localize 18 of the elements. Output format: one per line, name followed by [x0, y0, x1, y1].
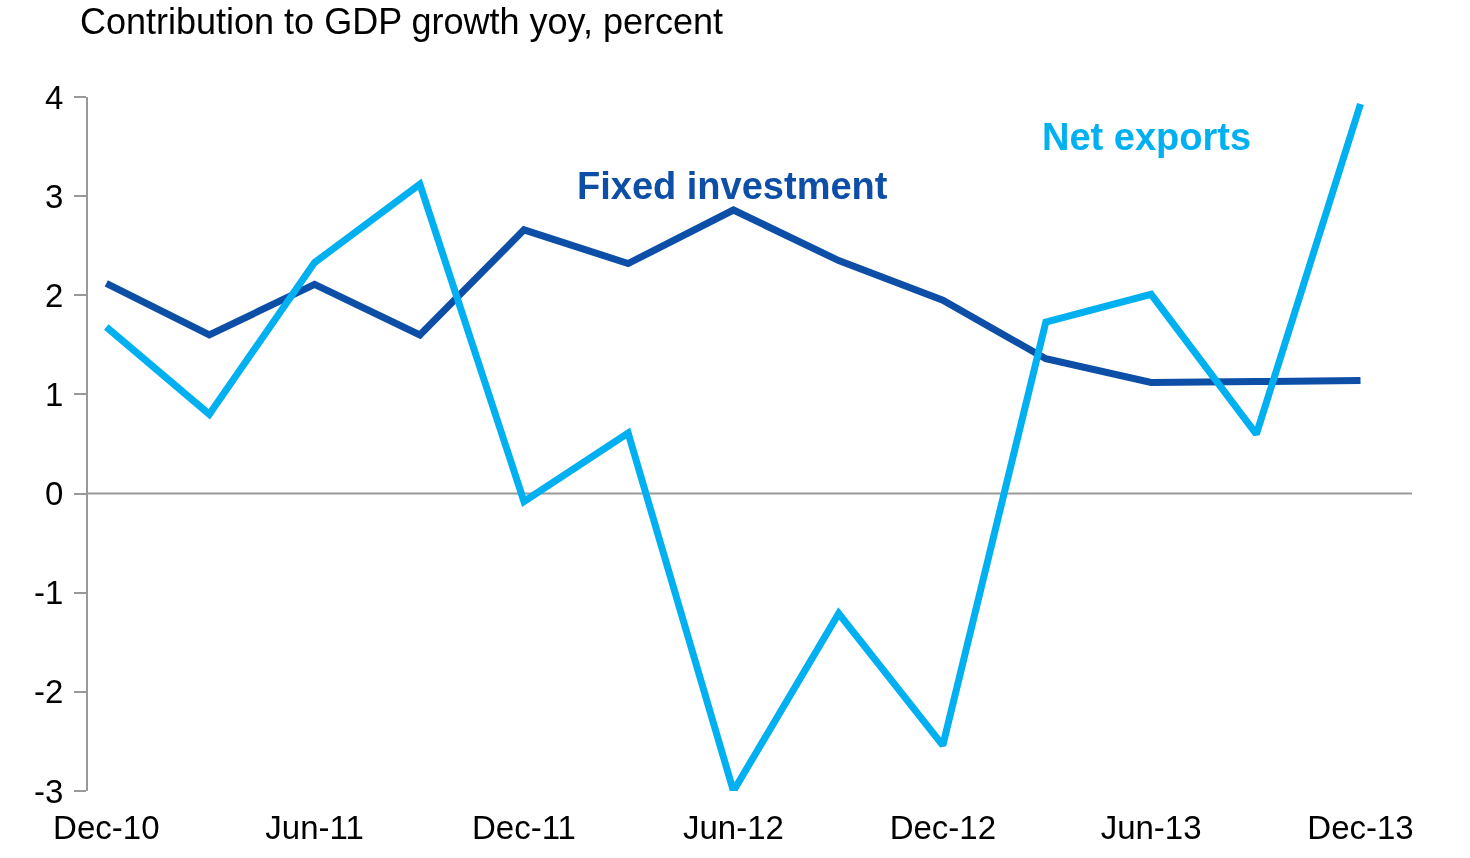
- x-tick-label: Jun-11: [265, 809, 364, 846]
- x-tick-label: Jun-12: [682, 809, 784, 846]
- x-tick-label: Dec-12: [889, 809, 997, 846]
- x-tick-label: Dec-13: [1307, 809, 1414, 846]
- text: Net exports: [1042, 116, 1252, 158]
- y-tick-label: 3: [45, 177, 64, 215]
- y-tick-label: -2: [34, 673, 64, 711]
- series-label: Fixed investment: [577, 165, 888, 207]
- y-tick-label: 2: [45, 276, 64, 314]
- y-tick-label: 1: [45, 375, 64, 413]
- y-tick-label: 0: [45, 475, 64, 513]
- y-tick-label: -3: [34, 772, 64, 810]
- x-tick-label: Dec-11: [472, 809, 576, 846]
- y-tick-label: -1: [34, 574, 64, 612]
- chart-title: Contribution to GDP growth yoy, percent: [80, 0, 723, 42]
- x-tick-label: Jun-13: [1100, 809, 1202, 846]
- y-tick-label: 4: [45, 78, 64, 116]
- x-tick-label: Dec-10: [53, 809, 160, 846]
